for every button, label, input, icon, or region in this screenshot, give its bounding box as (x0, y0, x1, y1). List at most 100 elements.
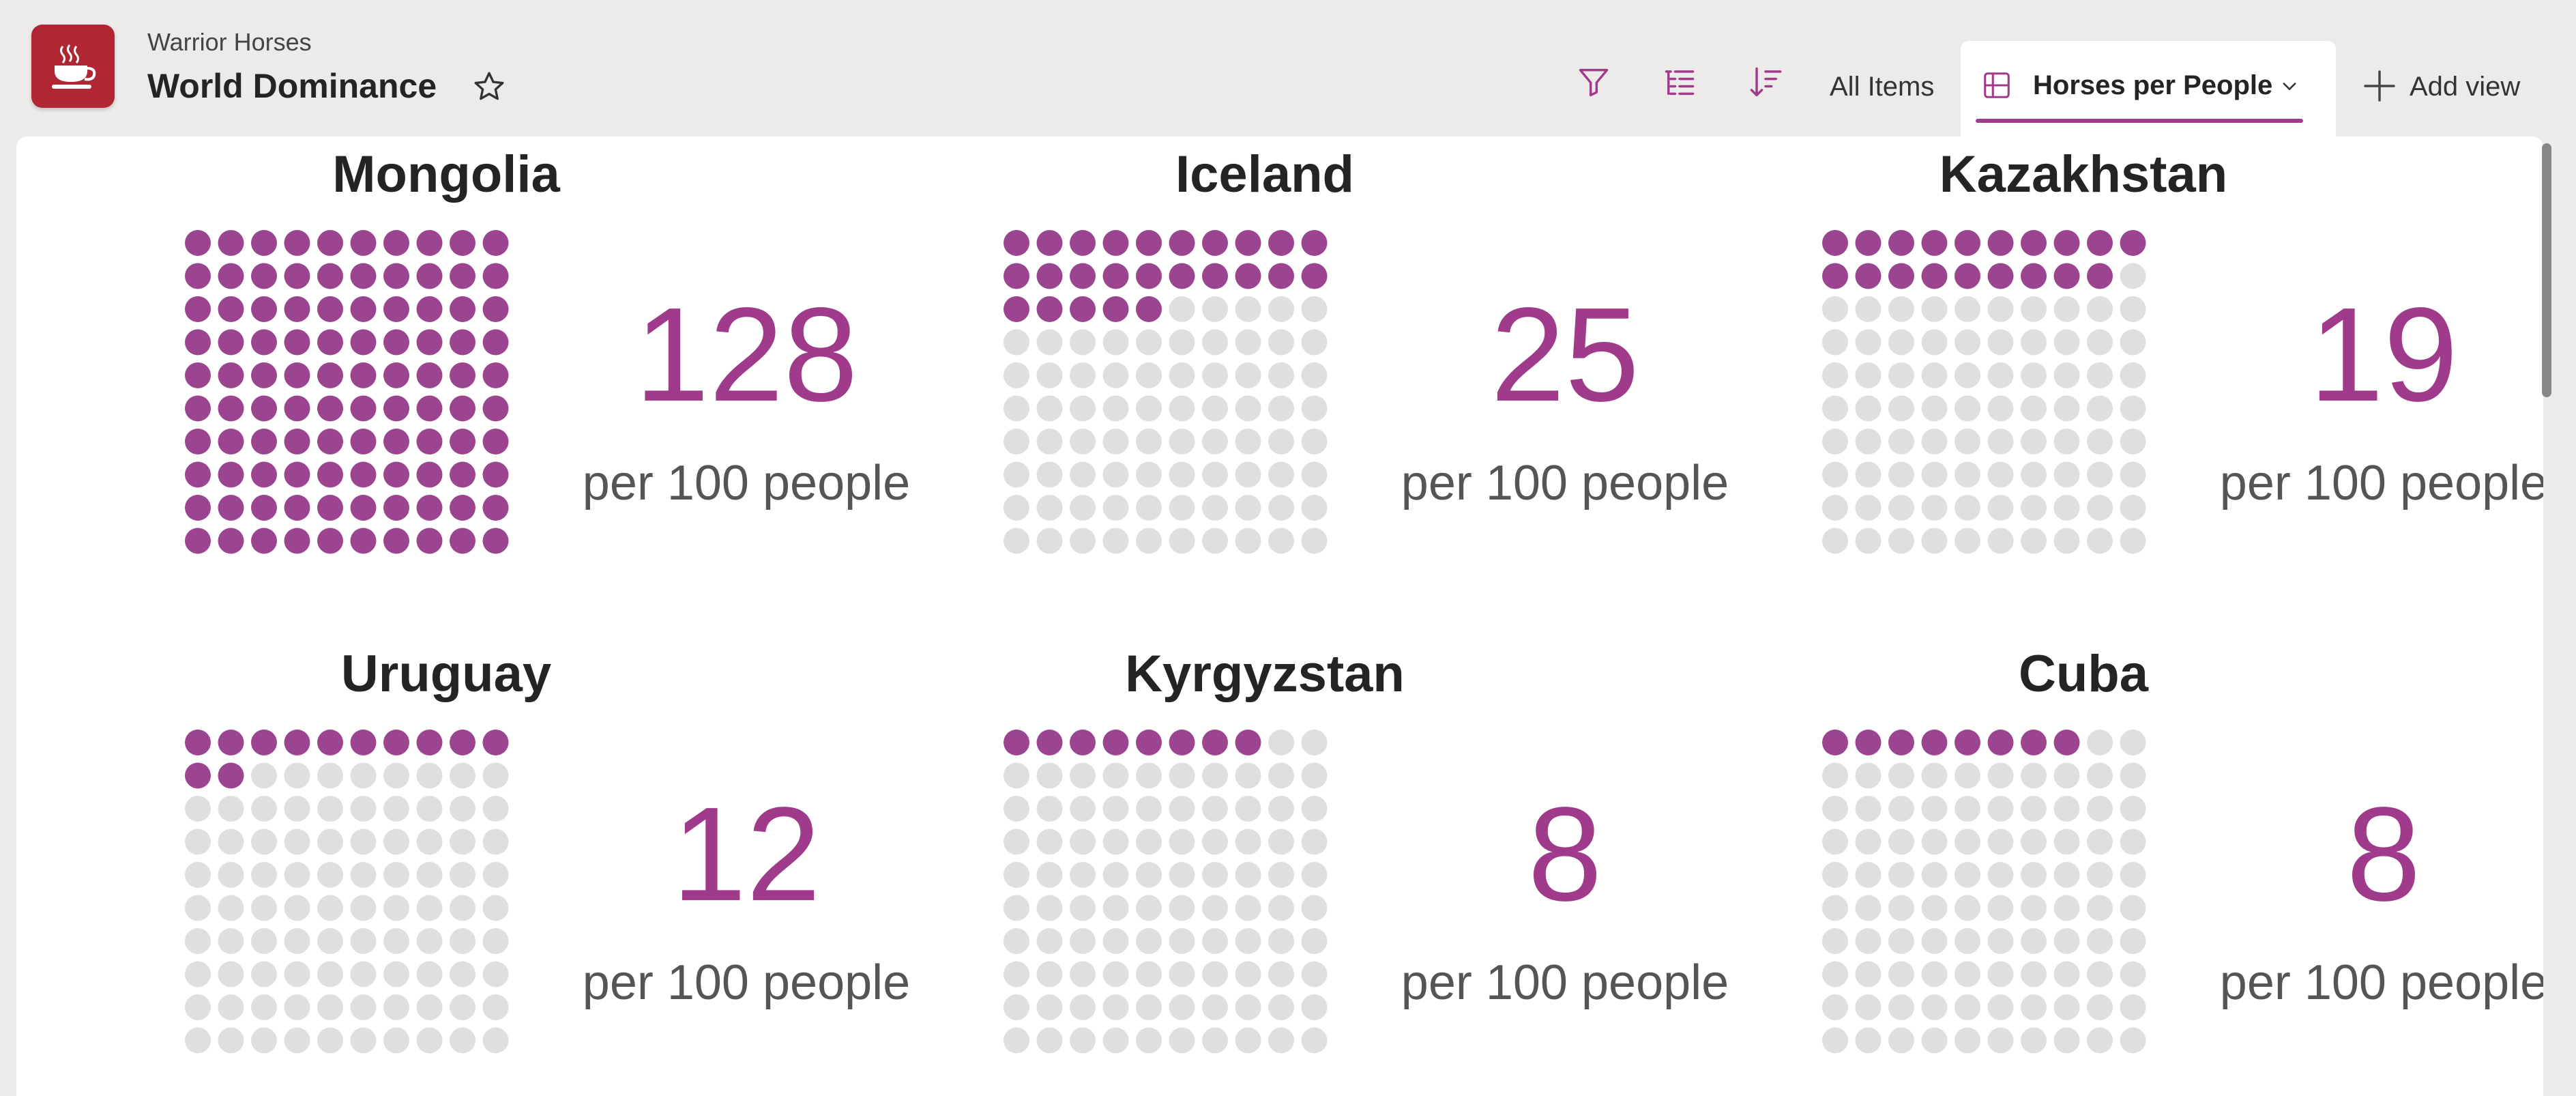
waffle-dot-empty (1102, 429, 1129, 455)
waffle-dot-empty (1169, 1027, 1195, 1054)
waffle-dot-empty (2021, 762, 2047, 789)
waffle-dot-empty (284, 762, 310, 789)
waffle-dot-empty (2087, 730, 2113, 755)
country-card[interactable]: Mongolia 128 per 100 people (105, 136, 924, 560)
filter-icon[interactable] (1576, 64, 1611, 100)
waffle-dot-empty (1169, 528, 1195, 554)
waffle-dot-filled (1136, 296, 1162, 322)
waffle-dot-empty (1102, 461, 1129, 488)
waffle-dot-empty (1102, 928, 1129, 954)
waffle-dot-filled (1169, 230, 1195, 256)
waffle-dot-empty (1987, 461, 2014, 488)
waffle-dot-empty (2053, 362, 2080, 388)
country-card[interactable]: Iceland 25 per 100 people (924, 136, 1742, 560)
waffle-dot-empty (1268, 329, 1294, 356)
list-group-icon[interactable] (1662, 64, 1697, 100)
waffle-dot-empty (1268, 961, 1294, 987)
waffle-dot-empty (251, 828, 277, 855)
waffle-dot-filled (1070, 230, 1096, 256)
waffle-dot-filled (482, 395, 509, 422)
star-icon[interactable] (472, 70, 506, 104)
scrollbar-thumb[interactable] (2542, 143, 2551, 397)
add-view-button[interactable]: Add view (2360, 67, 2520, 109)
waffle-dot-empty (2021, 895, 2047, 921)
waffle-dot-filled (450, 296, 475, 322)
sort-icon[interactable] (1748, 64, 1783, 100)
waffle-dot-filled (2120, 230, 2146, 256)
waffle-dot-empty (1921, 362, 1948, 388)
waffle-dot-filled (251, 263, 277, 289)
waffle-dot-filled (2087, 230, 2113, 256)
waffle-dot-empty (1822, 828, 1848, 855)
waffle-dot-empty (1301, 429, 1328, 455)
waffle-dot-filled (1822, 730, 1848, 755)
waffle-dot-empty (2120, 961, 2146, 987)
waffle-dot-filled (185, 263, 211, 289)
waffle-dot-empty (2053, 296, 2080, 322)
waffle-dot-filled (1102, 730, 1129, 755)
chevron-down-icon[interactable] (2280, 76, 2299, 96)
waffle-dot-empty (1855, 1027, 1882, 1054)
waffle-dot-empty (416, 994, 443, 1020)
waffle-dot-empty (2120, 362, 2146, 388)
waffle-dot-empty (350, 994, 377, 1020)
waffle-dot-filled (1987, 263, 2014, 289)
waffle-dot-empty (1301, 395, 1328, 422)
waffle-dot-empty (1822, 395, 1848, 422)
country-card[interactable]: Kyrgyzstan 8 per 100 people (924, 636, 1742, 1059)
waffle-dot-filled (450, 263, 475, 289)
vertical-scrollbar[interactable] (2542, 143, 2551, 1096)
waffle-dot-empty (1855, 461, 1882, 488)
view-all-items[interactable]: All Items (1830, 72, 1935, 102)
waffle-dot-filled (383, 329, 409, 356)
waffle-dot-filled (284, 362, 310, 388)
site-logo[interactable] (31, 25, 115, 108)
waffle-dot-filled (185, 362, 211, 388)
waffle-dot-empty (218, 862, 244, 888)
waffle-dot-empty (482, 895, 509, 921)
waffle-dot-filled (1202, 730, 1228, 755)
waffle-dot-empty (2120, 762, 2146, 789)
waffle-dot-empty (1301, 828, 1328, 855)
waffle-dot-empty (1955, 928, 1980, 954)
waffle-dot-empty (218, 828, 244, 855)
country-card[interactable]: Kazakhstan 19 per 100 people (1742, 136, 2543, 560)
waffle-dot-empty (1102, 362, 1129, 388)
active-view-tab[interactable]: Horses per People (1961, 41, 2336, 143)
waffle-dot-empty (1036, 928, 1063, 954)
waffle-dot-filled (1235, 730, 1261, 755)
waffle-dot-empty (1004, 395, 1029, 422)
waffle-dot-filled (218, 730, 244, 755)
waffle-dot-empty (2021, 796, 2047, 822)
waffle-dot-filled (251, 528, 277, 554)
waffle-dot-empty (2120, 895, 2146, 921)
waffle-dot-empty (1921, 961, 1948, 987)
waffle-dot-filled (350, 230, 377, 256)
waffle-dot-empty (1301, 895, 1328, 921)
waffle-dot-empty (1855, 362, 1882, 388)
waffle-dot-empty (1921, 296, 1948, 322)
waffle-dot-empty (1235, 395, 1261, 422)
waffle-dot-empty (1136, 461, 1162, 488)
site-name[interactable]: Warrior Horses (147, 28, 312, 56)
waffle-dot-empty (1036, 961, 1063, 987)
waffle-dot-filled (350, 461, 377, 488)
waffle-dot-empty (1136, 762, 1162, 789)
waffle-dot-empty (1202, 329, 1228, 356)
waffle-dot-filled (450, 395, 475, 422)
waffle-dot-empty (1169, 296, 1195, 322)
waffle-dot-empty (1202, 461, 1228, 488)
waffle-dot-empty (1136, 495, 1162, 521)
country-card[interactable]: Uruguay 12 per 100 people (105, 636, 924, 1059)
waffle-dot-empty (1235, 495, 1261, 521)
country-card[interactable]: Cuba 8 per 100 people (1742, 636, 2543, 1059)
waffle-dot-empty (1268, 828, 1294, 855)
waffle-dot-filled (416, 461, 443, 488)
waffle-dot-filled (251, 395, 277, 422)
waffle-dot-empty (383, 961, 409, 987)
waffle-dot-filled (1004, 296, 1029, 322)
waffle-dot-empty (2021, 862, 2047, 888)
waffle-dot-empty (1235, 994, 1261, 1020)
waffle-dot-filled (1955, 230, 1980, 256)
waffle-dot-filled (218, 762, 244, 789)
